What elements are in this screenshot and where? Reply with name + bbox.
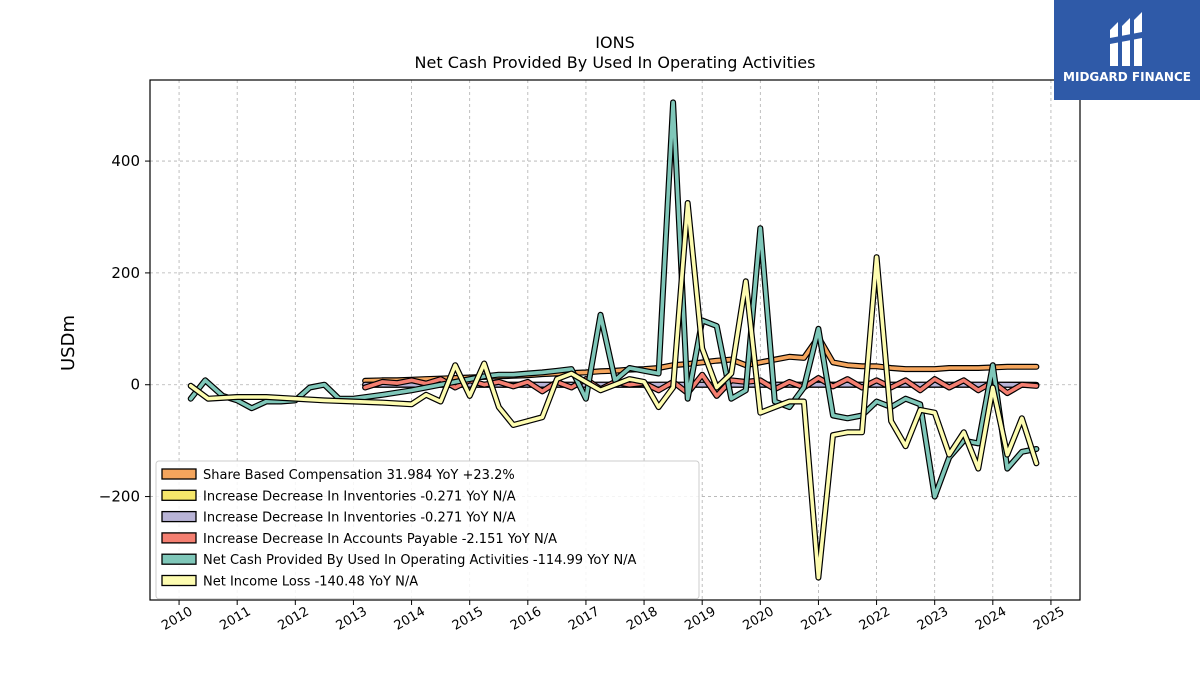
x-tick-label: 2014 xyxy=(392,604,428,634)
x-tick-label: 2025 xyxy=(1031,604,1067,634)
legend-entry: Increase Decrease In Inventories -0.271 … xyxy=(203,511,516,526)
chart-title: IONS xyxy=(595,33,634,52)
series-line xyxy=(188,100,1039,499)
y-tick-label: 400 xyxy=(111,152,140,170)
legend: Share Based Compensation 31.984 YoY +23.… xyxy=(155,460,700,600)
legend-entry: Net Income Loss -140.48 YoY N/A xyxy=(203,575,418,590)
plot-area xyxy=(187,99,1040,581)
x-tick-label: 2011 xyxy=(217,604,253,634)
brand-logo: MIDGARD FINANCE xyxy=(1054,0,1200,100)
series-line xyxy=(363,372,1039,398)
legend-entry: Share Based Compensation 31.984 YoY +23.… xyxy=(203,468,515,483)
y-axis: −200 0 200 400 xyxy=(99,152,150,506)
y-tick-label: 200 xyxy=(111,264,140,282)
y-tick-label: 0 xyxy=(130,376,140,394)
series-line xyxy=(188,201,1039,580)
x-axis: 2010 2011 2012 2013 2014 2015 2016 2017 2018 2019… xyxy=(159,600,1067,634)
legend-entry: Increase Decrease In Inventories -0.271 … xyxy=(203,489,516,504)
x-tick-label: 2019 xyxy=(682,604,718,634)
legend-box xyxy=(155,460,700,600)
series-5 xyxy=(187,200,1040,581)
legend-swatch xyxy=(161,532,197,544)
legend-entry: Increase Decrease In Accounts Payable -2… xyxy=(203,532,557,547)
x-tick-label: 2020 xyxy=(740,604,776,634)
x-tick-label: 2023 xyxy=(915,604,951,634)
logo-text: MIDGARD FINANCE xyxy=(1063,70,1191,84)
midgard-finance-logo-icon xyxy=(1110,12,1142,66)
x-tick-label: 2016 xyxy=(508,604,544,634)
x-tick-label: 2015 xyxy=(450,604,486,634)
x-tick-label: 2021 xyxy=(799,604,835,634)
x-tick-label: 2013 xyxy=(334,604,370,634)
x-tick-label: 2018 xyxy=(624,604,660,634)
series-4 xyxy=(187,99,1040,500)
x-tick-label: 2010 xyxy=(159,604,195,634)
series-3 xyxy=(362,371,1040,399)
x-tick-label: 2017 xyxy=(566,604,602,634)
legend-swatch xyxy=(161,510,197,523)
x-tick-label: 2022 xyxy=(857,604,893,634)
legend-entry: Net Cash Provided By Used In Operating A… xyxy=(203,553,637,568)
series-layer xyxy=(187,99,1040,581)
y-tick-label: −200 xyxy=(99,488,140,506)
legend-swatch xyxy=(161,489,197,501)
legend-swatch xyxy=(161,574,197,587)
legend-swatch xyxy=(161,553,197,565)
plot-frame xyxy=(149,79,1081,601)
gridlines xyxy=(150,80,1080,600)
x-tick-label: 2024 xyxy=(973,604,1009,634)
legend-swatch xyxy=(161,468,197,480)
chart-subtitle: Net Cash Provided By Used In Operating A… xyxy=(415,53,816,72)
y-axis-label: USDm xyxy=(58,315,79,371)
x-tick-label: 2012 xyxy=(275,604,311,634)
